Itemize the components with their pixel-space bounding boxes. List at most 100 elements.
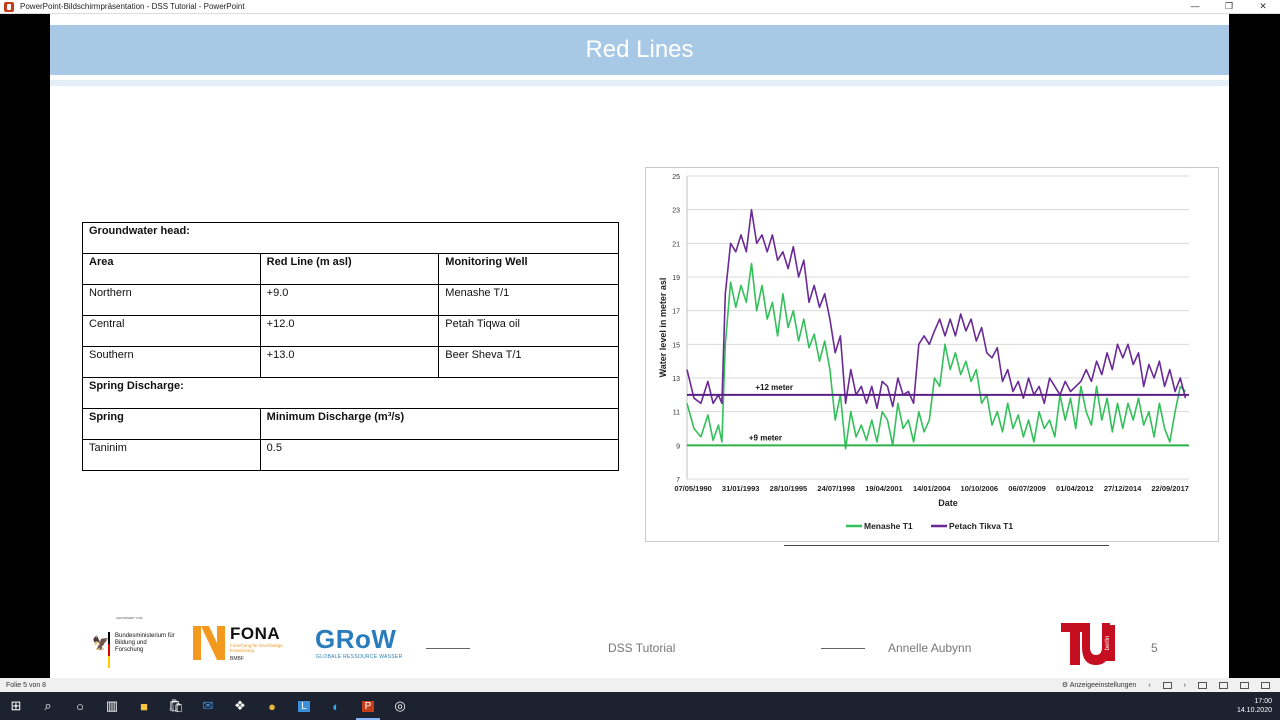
y-tick-label: 11 (673, 410, 680, 417)
y-tick-label: 25 (672, 174, 680, 181)
header-monitoring-well: Monitoring Well (438, 253, 619, 285)
y-tick-label: 21 (672, 241, 680, 248)
red-lines-table: Groundwater head: Area Red Line (m asl) … (82, 222, 620, 471)
search-icon[interactable]: ⌕ (44, 698, 52, 713)
x-tick-label: 27/12/2014 (1104, 484, 1142, 493)
slide-number: 5 (1151, 641, 1158, 655)
y-tick-label: 9 (676, 443, 680, 450)
y-tick-label: 17 (672, 309, 680, 316)
table-cell: Petah Tiqwa oil (438, 315, 619, 347)
annotation-label: +9 meter (749, 433, 782, 442)
start-icon[interactable]: ⊞ (10, 698, 22, 713)
table-cell: Northern (82, 284, 261, 316)
edge-icon[interactable]: ◐ (332, 698, 340, 714)
normal-view-icon[interactable] (1198, 681, 1207, 689)
powerpoint-icon (4, 1, 14, 12)
series-line (686, 208, 1187, 410)
bmbf-logo: GEFÖRDERT VOM 🦅 Bundesministerium für Bi… (88, 616, 178, 672)
x-tick-label: 06/07/2009 (1008, 484, 1046, 493)
file-explorer-icon[interactable]: ■ (140, 698, 148, 714)
slide-footer: GEFÖRDERT VOM 🦅 Bundesministerium für Bi… (50, 614, 1229, 674)
divider-line (784, 545, 1109, 546)
close-button[interactable]: ✕ (1259, 1, 1267, 11)
task-view-icon[interactable]: ▥ (105, 698, 119, 713)
y-tick-label: 13 (672, 376, 680, 383)
table-cell: +9.0 (259, 284, 440, 316)
table-cell: +13.0 (259, 346, 440, 378)
footer-divider (821, 648, 865, 649)
header-area: Area (82, 253, 261, 285)
chart-svg: 7 9 11 13 15 17 19 21 23 25 07/05/1990 31/01/1993 28… (658, 174, 1189, 531)
x-tick-label: 24/07/1998 (817, 484, 855, 493)
y-tick-label: 23 (672, 208, 680, 215)
x-tick-label: 01/04/2012 (1056, 484, 1094, 493)
previous-slide-icon[interactable]: ‹ (1148, 681, 1151, 689)
slide-menu-icon[interactable] (1162, 681, 1172, 689)
legend-label: Menashe T1 (864, 521, 913, 531)
next-slide-icon[interactable]: › (1183, 681, 1186, 689)
fona-name: FONA (230, 624, 281, 643)
tu-berlin-logo: berlin (1061, 623, 1115, 665)
obs-icon[interactable]: ◎ (394, 698, 406, 713)
footer-presentation-name: DSS Tutorial (608, 641, 676, 655)
x-tick-label: 07/05/1990 (674, 484, 712, 493)
header-minimum-discharge: Minimum Discharge (m³/s) (259, 408, 620, 440)
legend-label: Petach Tikva T1 (949, 521, 1013, 531)
table-cell: Beer Sheva T/1 (438, 346, 619, 378)
mail-icon[interactable]: ✉ (202, 698, 214, 713)
reading-view-icon[interactable] (1240, 681, 1249, 689)
table-section-heading-row: Spring Discharge: (82, 377, 619, 409)
table-cell: Menashe T/1 (438, 284, 619, 316)
slide-counter: Folie 5 von 8 (6, 681, 47, 689)
cortana-icon[interactable]: ○ (76, 698, 84, 714)
clock-time: 17:00 (1254, 698, 1272, 705)
fona-bmbf: BMBF (230, 656, 244, 662)
grow-name: GRoW (315, 624, 397, 654)
table-row: Taninim 0.5 (82, 439, 620, 471)
table-cell: Southern (82, 346, 261, 378)
window-controls: — ❐ ✕ (1178, 1, 1280, 12)
display-settings-label: Anzeigeeinstellungen (1069, 682, 1137, 689)
tu-side-label: berlin (1105, 636, 1111, 651)
table-section-heading-row: Groundwater head: (82, 222, 619, 254)
x-tick-label: 14/01/2004 (913, 484, 951, 493)
table-header-row: Spring Minimum Discharge (m³/s) (82, 408, 620, 440)
y-tick-label: 19 (672, 275, 680, 282)
status-bar: Folie 5 von 8 ⚙ Anzeigeeinstellungen ‹ › (0, 678, 1280, 692)
slide-sorter-icon[interactable] (1219, 681, 1228, 689)
minimize-button[interactable]: — (1190, 1, 1200, 11)
table-cell: +12.0 (259, 315, 440, 347)
table-cell: Central (82, 315, 261, 347)
chrome-icon[interactable]: ● (268, 698, 276, 714)
slide-title: Red Lines (585, 36, 694, 63)
y-tick-label: 15 (672, 342, 680, 349)
spring-discharge-heading: Spring Discharge: (82, 377, 619, 409)
display-settings-button[interactable]: ⚙ Anzeigeeinstellungen (1061, 682, 1137, 689)
y-axis-label: Water level in meter asl (658, 278, 668, 378)
powerpoint-taskbar-icon[interactable]: P (352, 692, 384, 720)
table-header-row: Area Red Line (m asl) Monitoring Well (82, 253, 619, 285)
table-cell: 0.5 (259, 439, 620, 471)
groundwater-heading: Groundwater head: (82, 222, 619, 254)
system-clock: 17:00 14.10.2020 (1237, 697, 1272, 715)
restore-button[interactable]: ❐ (1224, 1, 1234, 11)
grow-logo: GRoW GLOBALE RESSOURCE WASSER (315, 626, 410, 662)
table-cell: Taninim (82, 439, 261, 471)
slideshow-icon[interactable] (1261, 681, 1270, 689)
grow-subtitle: GLOBALE RESSOURCE WASSER (316, 654, 403, 660)
x-tick-label: 28/10/1995 (770, 484, 808, 493)
footer-divider (426, 648, 470, 649)
photos-icon[interactable]: ❖ (234, 698, 246, 713)
title-underline (50, 80, 1229, 86)
table-row: Central +12.0 Petah Tiqwa oil (82, 315, 619, 347)
title-band: Red Lines (50, 25, 1229, 75)
x-tick-label: 22/09/2017 (1151, 484, 1189, 493)
bmbf-name: Bundesministerium für Bildung und Forsch… (115, 633, 175, 653)
x-tick-label: 10/10/2006 (961, 484, 999, 493)
l-app-icon[interactable]: L (288, 692, 320, 720)
slide[interactable]: Red Lines Groundwater head: Area Red Lin… (50, 14, 1229, 678)
store-icon[interactable]: 🛍 (167, 698, 185, 713)
x-tick-label: 31/01/1993 (722, 484, 760, 493)
window-title-bar: PowerPoint-Bildschirmpräsentation - DSS … (0, 0, 1280, 14)
status-controls: ⚙ Anzeigeeinstellungen ‹ › (1062, 681, 1270, 689)
